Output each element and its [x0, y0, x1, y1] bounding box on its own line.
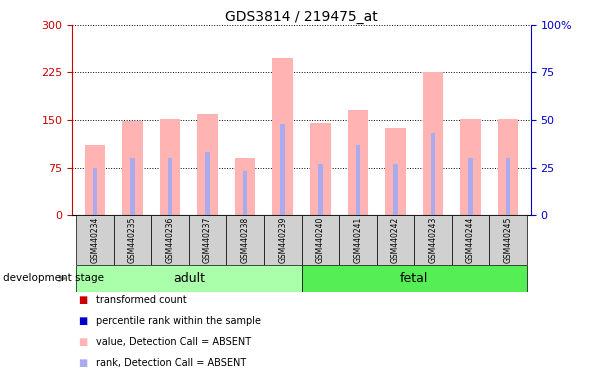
Text: GSM440236: GSM440236: [166, 217, 174, 263]
Bar: [452, 215, 489, 265]
Bar: [423, 73, 443, 215]
Text: GSM440239: GSM440239: [278, 217, 287, 263]
Text: value, Detection Call = ABSENT: value, Detection Call = ABSENT: [96, 337, 251, 347]
Text: GSM440234: GSM440234: [90, 217, 99, 263]
Bar: [264, 215, 302, 265]
Bar: [497, 119, 519, 215]
Text: ■: ■: [78, 358, 87, 368]
Text: development stage: development stage: [3, 273, 104, 283]
Text: ■: ■: [78, 337, 87, 347]
Bar: [469, 158, 473, 215]
Bar: [302, 215, 339, 265]
Bar: [114, 215, 151, 265]
Text: GSM440242: GSM440242: [391, 217, 400, 263]
Text: GSM440243: GSM440243: [429, 217, 437, 263]
Bar: [160, 119, 180, 215]
Bar: [393, 164, 397, 215]
Text: GSM440240: GSM440240: [316, 217, 325, 263]
Bar: [385, 127, 406, 215]
Text: fetal: fetal: [400, 272, 428, 285]
Text: GSM440238: GSM440238: [241, 217, 250, 263]
Bar: [151, 215, 189, 265]
Bar: [489, 215, 527, 265]
Text: GSM440244: GSM440244: [466, 217, 475, 263]
Bar: [414, 215, 452, 265]
Text: GSM440237: GSM440237: [203, 217, 212, 263]
Bar: [243, 171, 247, 215]
Bar: [206, 152, 210, 215]
Text: GDS3814 / 219475_at: GDS3814 / 219475_at: [225, 10, 378, 23]
Bar: [130, 158, 134, 215]
Text: GSM440245: GSM440245: [504, 217, 513, 263]
Text: ■: ■: [78, 316, 87, 326]
Bar: [197, 114, 218, 215]
Bar: [189, 215, 226, 265]
Text: GSM440235: GSM440235: [128, 217, 137, 263]
Text: GSM440241: GSM440241: [353, 217, 362, 263]
Bar: [76, 265, 302, 292]
Bar: [76, 215, 114, 265]
Text: ■: ■: [78, 295, 87, 305]
Text: rank, Detection Call = ABSENT: rank, Detection Call = ABSENT: [96, 358, 247, 368]
Text: transformed count: transformed count: [96, 295, 187, 305]
Bar: [377, 215, 414, 265]
Bar: [356, 145, 360, 215]
Bar: [460, 119, 481, 215]
Bar: [84, 146, 106, 215]
Bar: [347, 111, 368, 215]
Bar: [280, 124, 285, 215]
Bar: [339, 215, 377, 265]
Bar: [122, 121, 143, 215]
Text: percentile rank within the sample: percentile rank within the sample: [96, 316, 262, 326]
Bar: [168, 158, 172, 215]
Bar: [431, 133, 435, 215]
Text: adult: adult: [173, 272, 205, 285]
Bar: [235, 158, 256, 215]
Bar: [310, 123, 330, 215]
Bar: [506, 158, 510, 215]
Bar: [226, 215, 264, 265]
Bar: [318, 164, 323, 215]
Bar: [93, 167, 97, 215]
Bar: [273, 58, 293, 215]
Bar: [302, 265, 527, 292]
